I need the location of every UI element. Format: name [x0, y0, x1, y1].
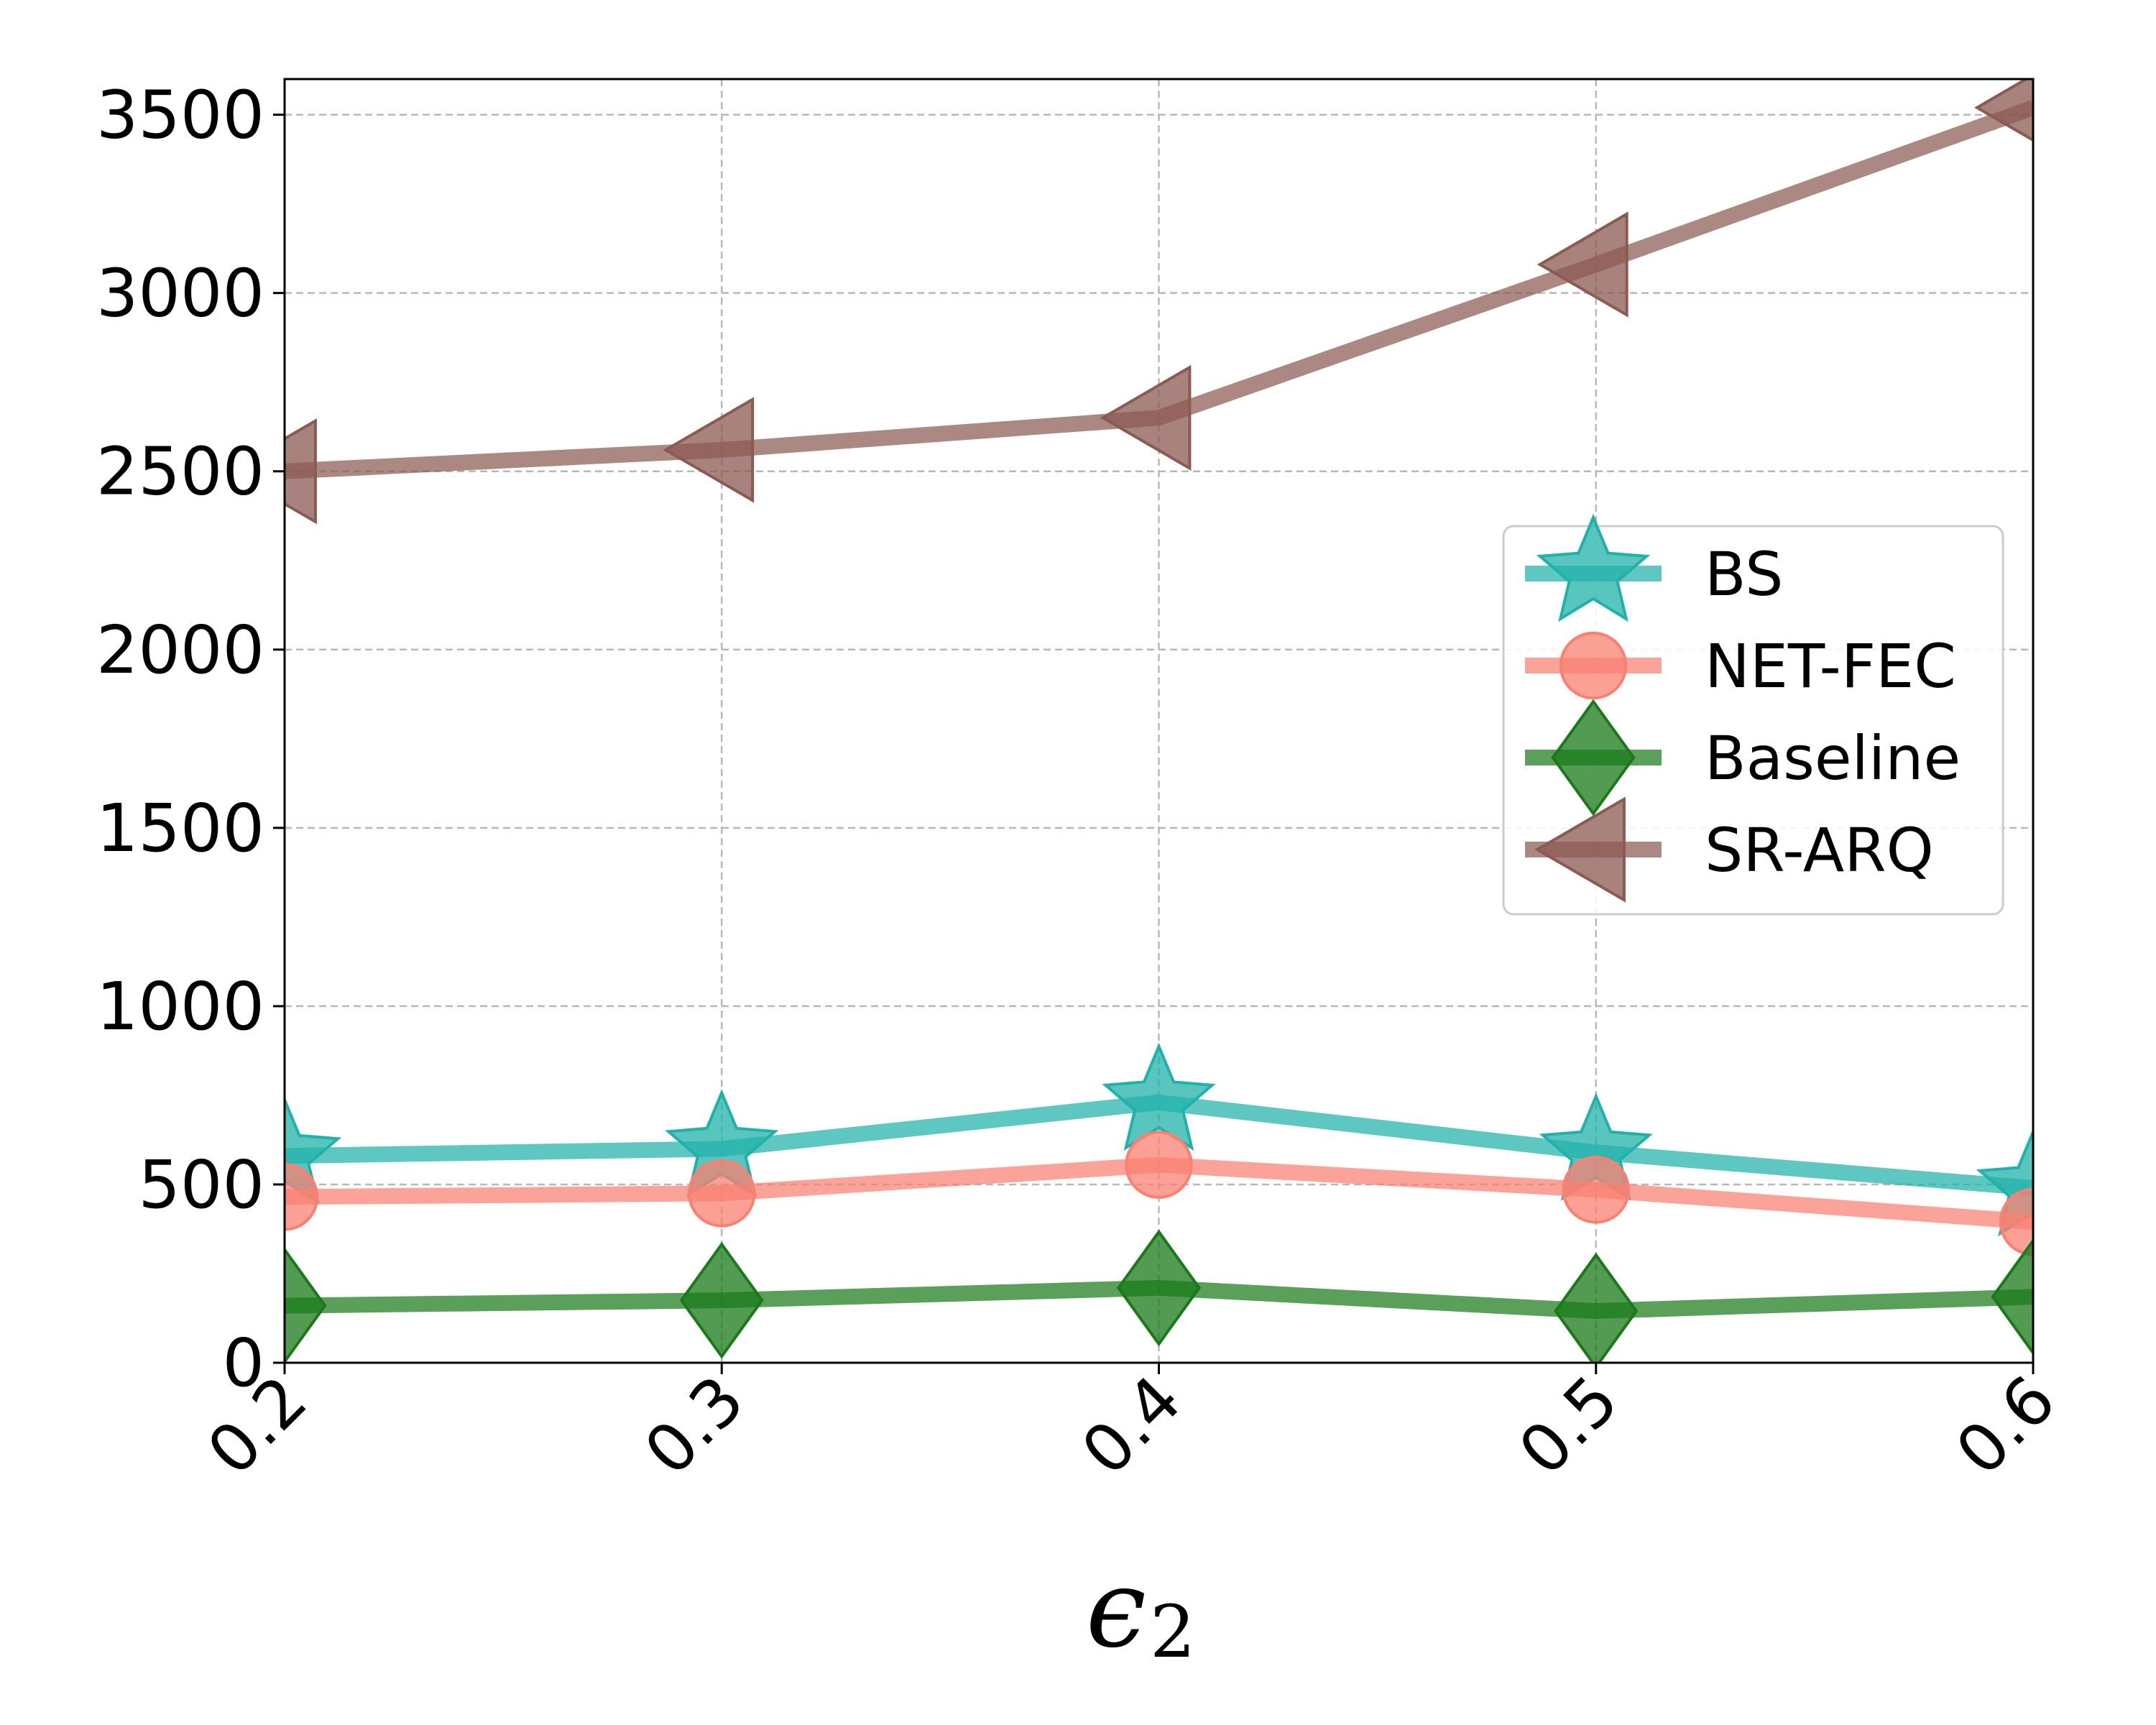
data-point-marker [688, 1159, 756, 1228]
data-point-marker [679, 1241, 764, 1359]
x-tick-label: 0.4 [1067, 1361, 1196, 1490]
legend-marker-swatch [1559, 631, 1628, 700]
legend-entry: NET-FEC [1525, 631, 1956, 702]
x-axis-label-subscript: 2 [1150, 1590, 1196, 1674]
y-tick-label: 3500 [96, 77, 264, 154]
legend-entry: Baseline [1525, 699, 1961, 816]
x-tick-label: 0.2 [193, 1361, 321, 1490]
data-point-marker [1562, 1156, 1630, 1224]
data-point-marker [1102, 1042, 1216, 1151]
data-point-marker [1125, 1131, 1193, 1199]
x-axis-label: ϵ 2 [1086, 1547, 1196, 1674]
data-point-marker [663, 397, 755, 503]
legend-entry: SR-ARQ [1525, 796, 1934, 903]
y-tick-label: 3000 [96, 255, 264, 332]
legend-box [1502, 525, 2004, 916]
data-point-marker [1991, 1238, 2033, 1356]
legend-label: Baseline [1705, 723, 1961, 794]
data-point-marker [1974, 79, 2033, 142]
legend-label: NET-FEC [1705, 631, 1956, 702]
y-tick-label: 0 [222, 1325, 264, 1402]
legend-marker-swatch [1534, 796, 1626, 903]
data-point-marker [285, 1247, 327, 1363]
legend-label: SR-ARQ [1705, 815, 1934, 886]
data-point-marker [1999, 1187, 2033, 1256]
series-layer [285, 79, 2033, 1363]
y-tick-label: 1500 [96, 790, 264, 867]
y-tick-label: 2000 [96, 612, 264, 689]
legend-marker-swatch [1536, 513, 1651, 622]
data-point-marker [1116, 1229, 1202, 1347]
data-point-marker [1537, 211, 1628, 318]
legend-marker-swatch [1551, 699, 1636, 816]
x-tick-label: 0.6 [1941, 1361, 2070, 1490]
series-baseline [285, 1229, 2033, 1363]
data-point-marker [1554, 1252, 1639, 1363]
legend-label: BS [1705, 539, 1783, 610]
data-point-marker [285, 418, 317, 525]
legend: BS NET-FEC Baseline SR-ARQ [1502, 513, 2004, 916]
x-tick-label: 0.3 [630, 1361, 759, 1490]
series-net-fec [285, 1131, 2033, 1256]
y-tick-label: 1000 [96, 968, 264, 1045]
y-tick-label: 2500 [96, 433, 264, 510]
data-point-marker [1100, 364, 1192, 471]
y-tick-label: 500 [138, 1146, 264, 1223]
x-axis-label-symbol: ϵ [1086, 1547, 1146, 1672]
legend-entry: BS [1525, 513, 1783, 622]
x-tick-label: 0.5 [1504, 1361, 1633, 1490]
series-sr-arq [285, 79, 2033, 525]
